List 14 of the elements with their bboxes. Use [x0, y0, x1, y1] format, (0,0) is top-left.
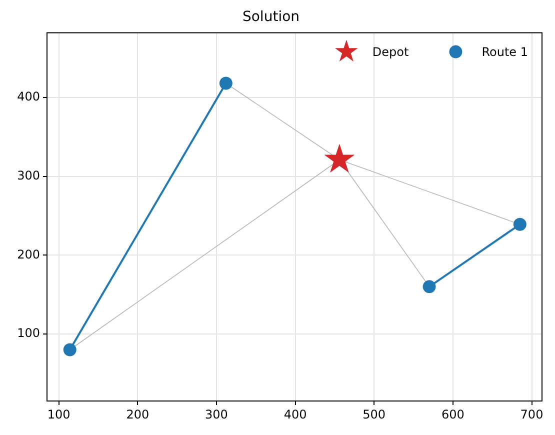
legend-label: Route 1 [482, 44, 528, 59]
x-tick-label: 700 [520, 407, 544, 422]
y-tick-label: 200 [17, 247, 40, 262]
chart-title: Solution [242, 9, 300, 26]
legend-label: Depot [372, 44, 410, 59]
y-tick-label: 300 [17, 168, 40, 182]
x-tick-label: 300 [205, 407, 228, 422]
x-tick-label: 500 [362, 407, 386, 422]
y-tick-label: 400 [17, 90, 40, 104]
x-tick-label: 100 [47, 407, 70, 422]
x-tick-label: 400 [284, 407, 307, 422]
x-tick-label: 600 [441, 407, 464, 422]
y-tick-label: 100 [17, 326, 40, 340]
x-tick-label: 200 [126, 407, 150, 422]
